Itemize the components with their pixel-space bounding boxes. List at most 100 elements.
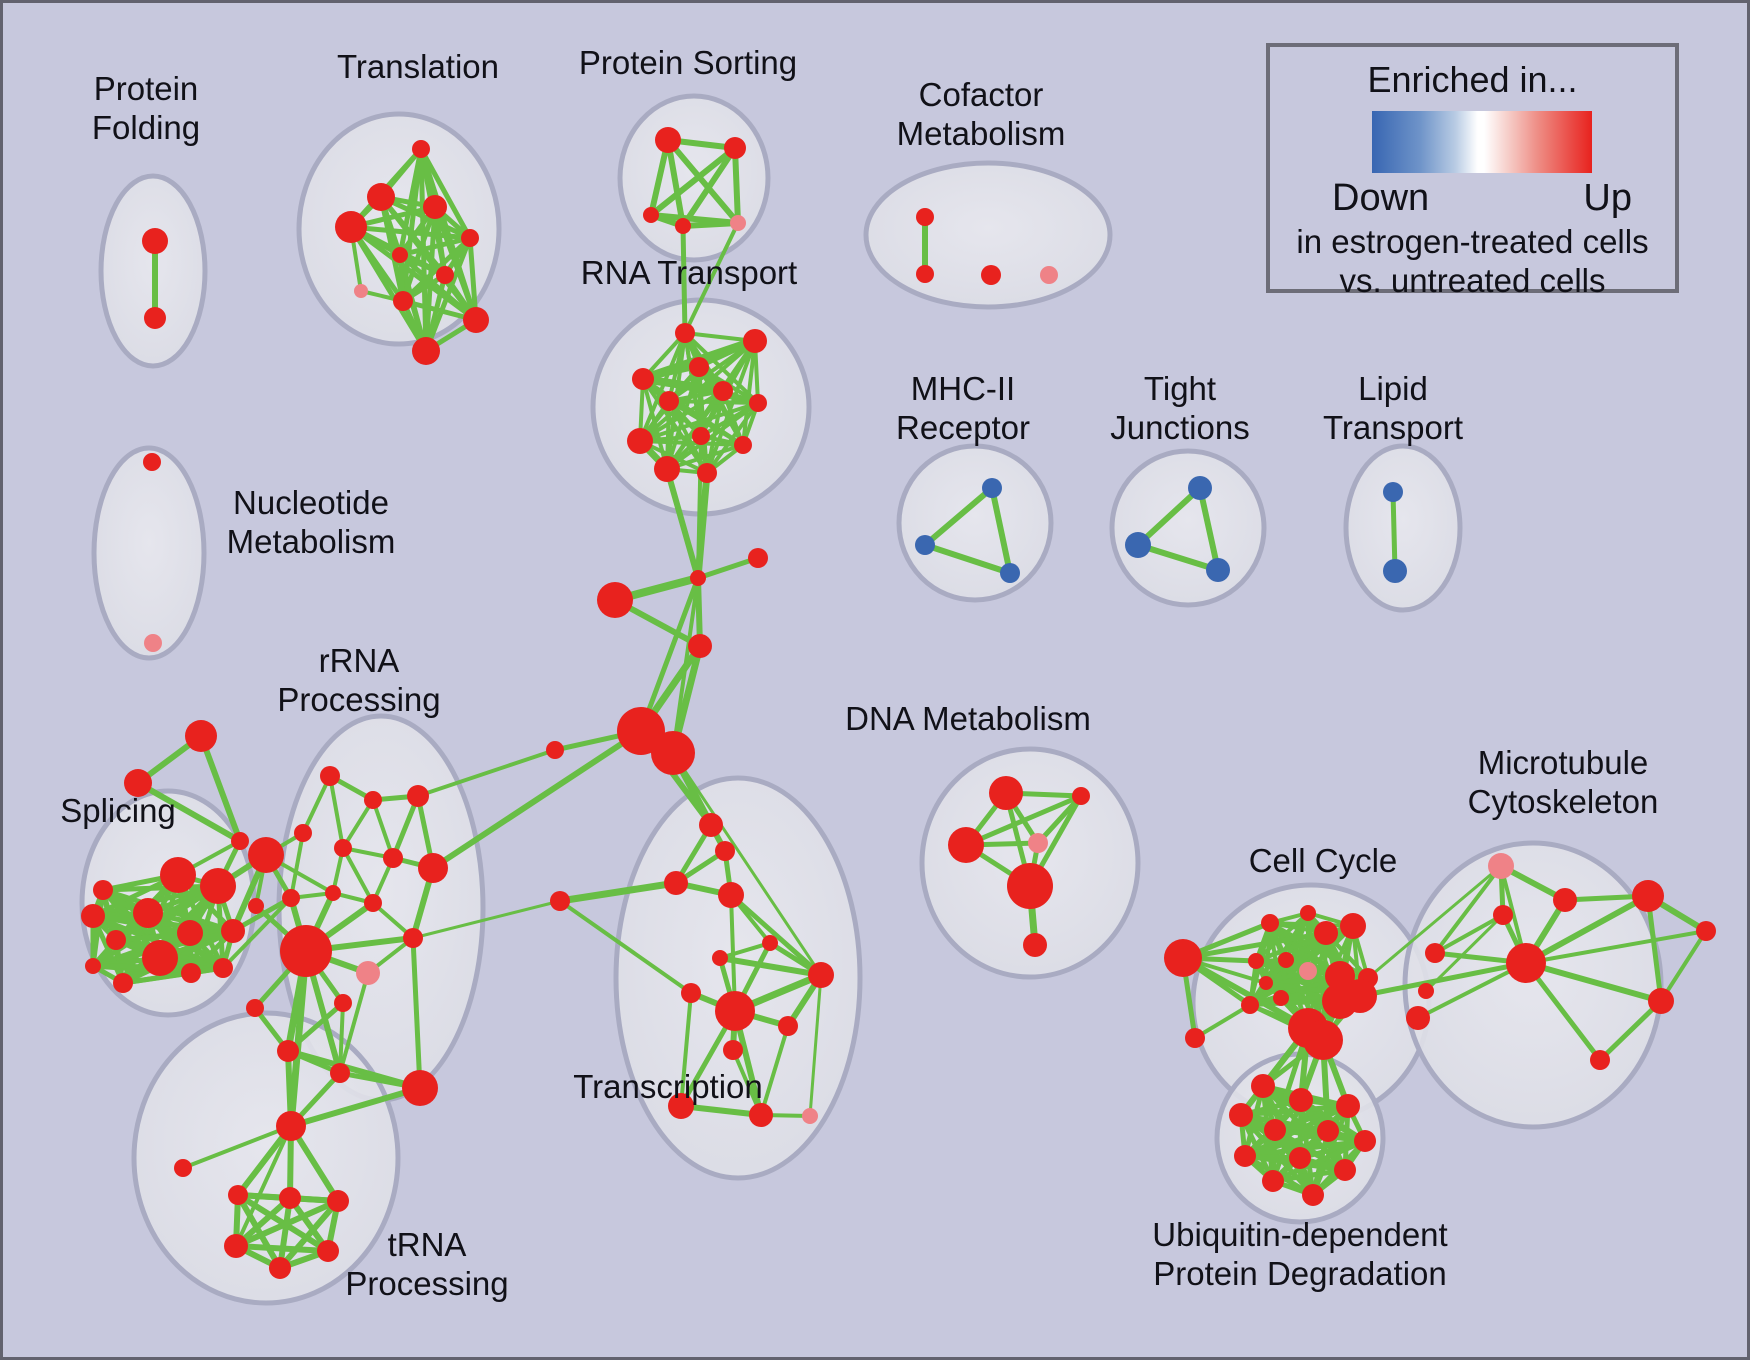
gene-set-node (1336, 1094, 1360, 1118)
cluster-label-ubiquitin: Ubiquitin-dependent Protein Degradation (1152, 1216, 1448, 1292)
legend-up-label: Up (1583, 177, 1632, 219)
gene-set-node (1696, 921, 1716, 941)
cluster-label-translation: Translation (336, 48, 500, 85)
cluster-label-tight-junctions: Tight Junctions (1110, 370, 1250, 446)
gene-set-node (1506, 943, 1546, 983)
legend-gradient-bar (1372, 111, 1592, 173)
gene-set-node (723, 1040, 743, 1060)
gene-set-node (1488, 853, 1514, 879)
gene-set-node (802, 1108, 818, 1124)
gene-set-node (715, 991, 755, 1031)
gene-set-node (276, 1111, 306, 1141)
gene-set-node (224, 1234, 248, 1258)
gene-set-node (133, 898, 163, 928)
gene-set-node (1302, 1184, 1324, 1206)
cluster-label-rna-transport: RNA Transport (580, 254, 798, 291)
gene-set-node (916, 208, 934, 226)
cluster-label-cell-cycle: Cell Cycle (1248, 842, 1398, 879)
cluster-ellipse-lipid-transport (1343, 443, 1463, 613)
gene-set-node (1188, 476, 1212, 500)
gene-set-node (1553, 888, 1577, 912)
gene-set-node (364, 791, 382, 809)
gene-set-node (1185, 1028, 1205, 1048)
cluster-label-transcription: Transcription (573, 1068, 763, 1105)
gene-set-node (1383, 559, 1407, 583)
gene-set-node (294, 824, 312, 842)
gene-set-node (1340, 913, 1366, 939)
gene-set-node (713, 381, 733, 401)
gene-set-node (1023, 933, 1047, 957)
gene-set-node (85, 958, 101, 974)
gene-set-node (142, 228, 168, 254)
gene-set-node (643, 207, 659, 223)
gene-set-node (160, 857, 196, 893)
gene-set-node (393, 291, 413, 311)
gene-set-node (748, 548, 768, 568)
gene-set-node (659, 391, 679, 411)
cluster-ellipse-mhc-ii-receptor (896, 443, 1054, 603)
gene-set-node (418, 853, 448, 883)
gene-set-node (689, 357, 709, 377)
gene-set-node (627, 428, 653, 454)
gene-set-node (364, 894, 382, 912)
gene-set-node (461, 229, 479, 247)
gene-set-node (423, 195, 447, 219)
legend-subtitle: in estrogen-treated cells vs. untreated … (1296, 223, 1649, 299)
gene-set-node (213, 958, 233, 978)
gene-set-node (334, 839, 352, 857)
gene-set-node (1289, 1088, 1313, 1112)
gene-set-node (113, 973, 133, 993)
gene-set-node (1325, 961, 1355, 991)
gene-set-node (1300, 905, 1316, 921)
gene-set-node (715, 841, 735, 861)
gene-set-node (550, 891, 570, 911)
gene-set-node (1590, 1050, 1610, 1070)
gene-set-node (383, 848, 403, 868)
gene-set-node (407, 785, 429, 807)
gene-set-node (280, 925, 332, 977)
cluster-label-splicing: Splicing (60, 792, 176, 829)
gene-set-node (1648, 988, 1674, 1014)
gene-set-node (248, 898, 264, 914)
gene-set-node (248, 837, 284, 873)
gene-set-node (1273, 990, 1289, 1006)
gene-set-node (1493, 905, 1513, 925)
gene-set-node (915, 535, 935, 555)
gene-set-node (354, 284, 368, 298)
gene-set-node (1262, 1170, 1284, 1192)
gene-set-node (181, 963, 201, 983)
gene-set-node (403, 928, 423, 948)
gene-set-node (617, 707, 665, 755)
gene-set-node (200, 868, 236, 904)
gene-set-node (185, 720, 217, 752)
gene-set-node (675, 218, 691, 234)
gene-set-node (730, 215, 746, 231)
cluster-ellipse-cofactor-metabolism (863, 160, 1113, 310)
gene-set-node (367, 183, 395, 211)
gene-set-node (1299, 962, 1317, 980)
gene-set-node (1072, 787, 1090, 805)
cluster-label-rrna-processing: rRNA Processing (277, 642, 441, 718)
gene-set-node (675, 323, 695, 343)
gene-set-node (392, 247, 408, 263)
gene-set-node (597, 582, 633, 618)
cluster-label-microtubule-cytoskeleton: Microtubule Cytoskeleton (1467, 744, 1659, 820)
gene-set-node (335, 211, 367, 243)
gene-set-node (632, 368, 654, 390)
gene-set-node (228, 1185, 248, 1205)
gene-set-node (699, 813, 723, 837)
gene-set-node (916, 265, 934, 283)
gene-set-node (690, 570, 706, 586)
gene-set-node (327, 1190, 349, 1212)
gene-set-node (279, 1187, 301, 1209)
gene-set-node (981, 265, 1001, 285)
gene-set-node (1354, 1130, 1376, 1152)
gene-set-node (1234, 1145, 1256, 1167)
gene-set-node (1040, 266, 1058, 284)
gene-set-node (1343, 979, 1377, 1013)
cluster-ellipse-tight-junctions (1109, 448, 1267, 608)
gene-set-node (668, 1093, 694, 1119)
gene-set-node (231, 832, 249, 850)
gene-set-node (282, 889, 300, 907)
